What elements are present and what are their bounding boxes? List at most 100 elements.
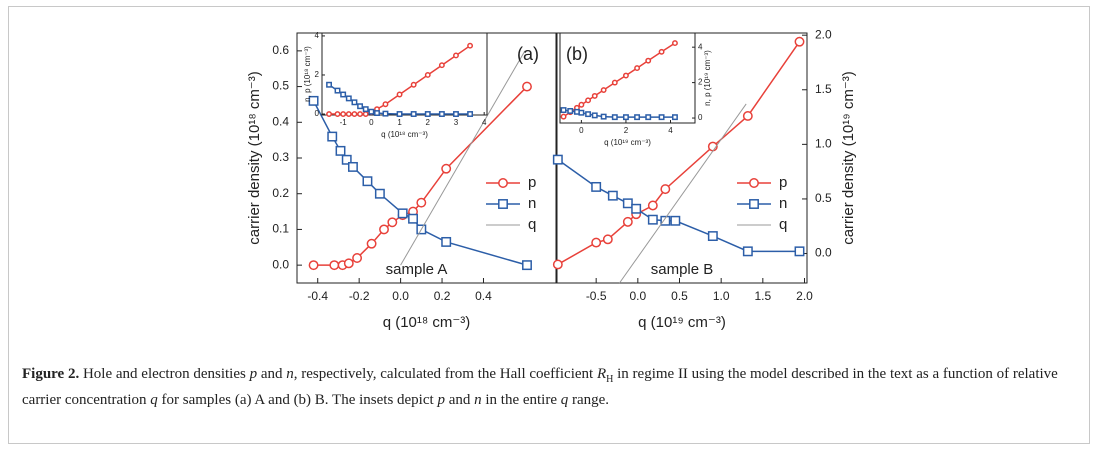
data-point [424,72,431,78]
data-point [438,62,445,69]
x-axis-label: q (10¹⁹ cm⁻³) [604,138,651,147]
y-tick-label: 0.0 [272,257,289,271]
data-point [351,111,358,117]
data-point [647,214,658,225]
plot-frame [559,32,696,124]
data-point [334,87,341,94]
data-point [611,79,618,86]
data-point [794,246,805,257]
data-point [634,114,641,121]
data-point [794,36,805,47]
caption: Figure 2. Hole and electron densities p … [22,364,1072,411]
y-tick-label: 0.6 [272,43,289,57]
series-line [400,50,526,266]
legend-label: p [528,174,536,191]
y-tick-label: 2.0 [815,27,832,41]
legend-label: p [779,174,787,191]
data-point [334,111,341,117]
caption-text: Figure 2. [22,366,80,382]
data-point [397,208,408,219]
x-tick-label: -0.2 [349,289,370,303]
x-tick-label: 1.0 [713,289,730,303]
x-tick-label: -1 [340,118,348,127]
x-tick-label: 0 [579,126,584,135]
annotation: sample B [651,261,714,278]
caption-text: Hole and electron densities [79,366,250,382]
data-point [591,112,598,119]
data-point [362,106,369,113]
data-point [416,197,427,208]
x-tick-label: 2 [426,118,431,127]
y-tick-label: 0.2 [272,186,289,200]
data-point [467,42,474,49]
x-tick-label: 4 [482,118,487,127]
x-tick-label: -0.5 [586,289,607,303]
x-tick-label: 0.0 [392,289,409,303]
annotation: sample A [386,261,448,278]
data-point [591,237,602,248]
caption-text: and [444,392,475,408]
x-tick-label: 2 [624,126,629,135]
caption-text: range. [568,392,610,408]
y-tick-label: 0 [698,113,703,122]
legend-label: n [779,195,787,212]
data-point [345,111,352,117]
legend-label: q [779,216,787,233]
data-point [352,253,363,263]
legend-marker [749,178,759,188]
data-point [647,200,658,211]
data-point [742,111,753,121]
data-point [552,259,563,270]
data-point [622,72,629,79]
y-tick-label: 0.5 [815,191,832,205]
legend-label: q [528,216,536,233]
legend-label: n [528,195,536,212]
x-tick-label: 3 [454,118,459,127]
y-tick-label: 0.1 [272,222,289,236]
caption-text: q [560,392,569,408]
caption-text: p [249,366,258,382]
caption-text: H [606,374,614,385]
figure: -0.4 -0.2 0.0 0.2 0.4 0.0 0.1 0.2 0.3 0.4 0.5 0.6 q … [246,27,857,331]
y-tick-label: 0 [315,109,320,118]
data-point [742,246,753,257]
series-line [329,45,471,115]
data-point [326,81,333,88]
data-point [424,111,431,117]
legend-marker [749,199,759,209]
caption-text: n [286,366,294,382]
data-point [453,52,459,59]
data-point [622,114,629,121]
x-tick-label: 0.4 [475,289,492,303]
x-tick-label: 0.0 [629,289,646,303]
data-point [368,108,375,115]
y-axis-label: carrier density (10¹⁸ cm⁻³) [246,71,263,244]
data-point [578,101,585,108]
series-line [619,103,747,284]
data-point [374,188,385,199]
legend-marker [498,199,508,209]
data-point [357,103,364,110]
x-axis-label: q (10¹⁹ cm⁻³) [638,314,726,331]
caption-text: R [596,366,607,382]
figure-frame [8,6,1090,444]
data-point [560,113,567,120]
data-point [396,91,403,98]
y-axis-label: n, p (10¹⁸ cm⁻³) [303,46,312,102]
data-point [602,234,613,245]
x-axis-label: q (10¹⁸ cm⁻³) [381,130,428,139]
data-point [326,111,333,117]
data-point [410,111,417,117]
data-point [308,260,319,271]
data-point [345,95,352,102]
caption-text: and [257,366,287,382]
data-point [622,198,633,209]
data-point [438,111,445,117]
caption-text: n [474,392,482,408]
data-point [645,114,652,121]
x-tick-label: 1.5 [754,289,771,303]
data-point [567,108,574,114]
data-point [382,101,389,108]
caption-text: q [150,392,158,408]
